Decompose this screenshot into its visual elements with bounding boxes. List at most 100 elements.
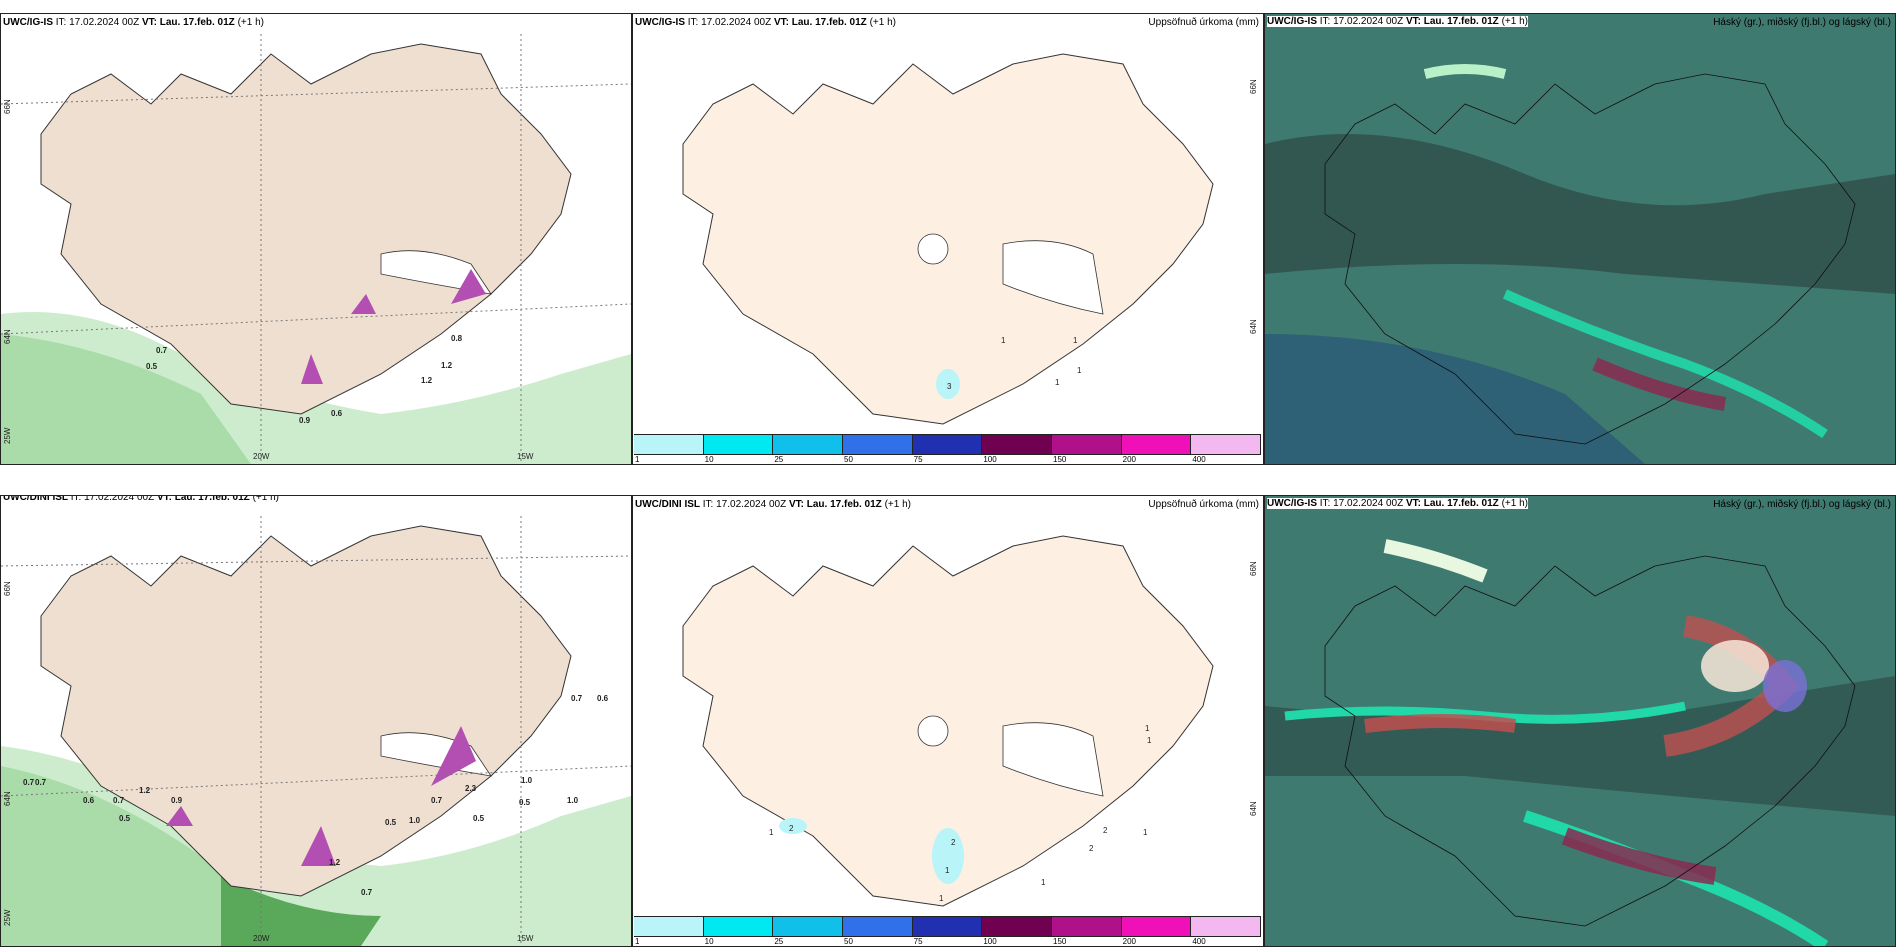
panel-header: UWC/DINI ISL IT: 17.02.2024 00Z VT: Lau.… bbox=[635, 499, 911, 510]
colorbar-ticks: 1 10 25 50 75 100 150 200 400 bbox=[633, 455, 1263, 464]
value-label: 0.6 bbox=[331, 409, 343, 418]
wind-panel-top: UWC/IG-IS IT: 17.02.2024 00Z VT: Lau. 17… bbox=[0, 13, 632, 465]
colorbar-tick-label: 10 bbox=[704, 937, 714, 946]
value-label: 1.0 bbox=[567, 796, 579, 805]
colorbar-tick-label: 25 bbox=[774, 455, 784, 464]
colorbar-tick-label: 75 bbox=[913, 937, 923, 946]
value-label: 1 bbox=[939, 894, 944, 903]
value-label: 0.7 bbox=[431, 796, 443, 805]
value-label: 1 bbox=[1073, 336, 1078, 345]
precip-panel-top: UWC/IG-IS IT: 17.02.2024 00Z VT: Lau. 17… bbox=[632, 13, 1264, 465]
value-label: 0.8 bbox=[451, 334, 463, 343]
value-label: 1 bbox=[1147, 736, 1152, 745]
value-label: 0.7 bbox=[23, 778, 35, 787]
value-label: 1 bbox=[1001, 336, 1006, 345]
colorbar-swatch bbox=[703, 917, 774, 936]
colorbar-swatch bbox=[982, 435, 1052, 454]
value-label: 2.3 bbox=[465, 784, 477, 793]
precip-map-top bbox=[682, 53, 1214, 425]
colorbar-swatch bbox=[842, 435, 913, 454]
colorbar-swatch bbox=[1191, 435, 1261, 454]
lat-label: 66N bbox=[1249, 561, 1258, 576]
value-label: 0.7 bbox=[113, 796, 125, 805]
colorbar-tick-label: 50 bbox=[844, 455, 853, 464]
panel-header: UWC/IG-IS IT: 17.02.2024 00Z VT: Lau. 17… bbox=[1267, 498, 1528, 509]
colorbar-tick-label: 25 bbox=[774, 937, 784, 946]
colorbar-tick-label: 400 bbox=[1192, 937, 1206, 946]
value-label: 1 bbox=[1077, 366, 1082, 375]
cloud-panel-top: UWC/IG-IS IT: 17.02.2024 00Z VT: Lau. 17… bbox=[1264, 13, 1896, 465]
colorbar-tick-label: 100 bbox=[983, 937, 997, 946]
precip-colorbar bbox=[634, 434, 1261, 455]
colorbar-tick-label: 75 bbox=[913, 455, 923, 464]
lon-label: 20W bbox=[253, 452, 270, 461]
cloud-map-top bbox=[1265, 34, 1895, 464]
lon-label: 20W bbox=[253, 934, 270, 943]
value-label: 1.2 bbox=[329, 858, 341, 867]
colorbar-swatch bbox=[1051, 917, 1122, 936]
lon-label: 15W bbox=[517, 934, 534, 943]
value-label: 0.6 bbox=[597, 694, 609, 703]
value-label: 1.2 bbox=[139, 786, 151, 795]
precip-colorbar bbox=[634, 916, 1261, 937]
panel-header: UWC/IG-IS IT: 17.02.2024 00Z VT: Lau. 17… bbox=[635, 17, 896, 28]
value-label: 0.6 bbox=[83, 796, 95, 805]
colorbar-swatch bbox=[1121, 917, 1192, 936]
colorbar-swatch bbox=[982, 917, 1052, 936]
value-label: 1 bbox=[1143, 828, 1148, 837]
value-label: 0.5 bbox=[119, 814, 131, 823]
cloud-legend-title: Háský (gr.), miðský (fj.bl.) og lágský (… bbox=[1713, 17, 1891, 28]
panel-header: UWC/IG-IS IT: 17.02.2024 00Z VT: Lau. 17… bbox=[1267, 16, 1528, 27]
colorbar-swatch bbox=[1191, 917, 1261, 936]
panel-header: UWC/IG-IS IT: 17.02.2024 00Z VT: Lau. 17… bbox=[3, 17, 264, 28]
colorbar-swatch bbox=[1121, 435, 1192, 454]
value-label: 0.7 bbox=[571, 694, 583, 703]
value-label: 0.7 bbox=[35, 778, 47, 787]
colorbar-tick-label: 150 bbox=[1053, 455, 1067, 464]
value-label: 0.9 bbox=[299, 416, 311, 425]
value-label: 1 bbox=[1145, 724, 1150, 733]
colorbar-swatch bbox=[773, 917, 843, 936]
colorbar-tick-label: 50 bbox=[844, 937, 853, 946]
precip-legend-title: Uppsöfnuð úrkoma (mm) bbox=[1148, 17, 1259, 28]
value-label: 2 bbox=[1103, 826, 1108, 835]
value-label: 2 bbox=[789, 824, 794, 833]
colorbar-swatch bbox=[912, 435, 983, 454]
colorbar-tick-label: 200 bbox=[1122, 937, 1137, 946]
value-label: 1.0 bbox=[521, 776, 533, 785]
lat-label: 64N bbox=[3, 329, 12, 344]
value-label: 0.5 bbox=[385, 818, 397, 827]
value-label: 3 bbox=[947, 382, 952, 391]
value-label: 0.9 bbox=[171, 796, 183, 805]
colorbar-swatch bbox=[1051, 435, 1122, 454]
colorbar-swatch bbox=[634, 435, 704, 454]
colorbar-swatch bbox=[703, 435, 774, 454]
value-label: 1 bbox=[1041, 878, 1046, 887]
value-label: 1 bbox=[769, 828, 774, 837]
precip-legend-title: Uppsöfnuð úrkoma (mm) bbox=[1148, 499, 1259, 510]
lon-label: 15W bbox=[517, 452, 534, 461]
lat-label: 66N bbox=[3, 99, 12, 114]
colorbar-swatch bbox=[634, 917, 704, 936]
lat-label: 64N bbox=[1249, 319, 1258, 334]
colorbar-swatch bbox=[773, 435, 843, 454]
value-label: 1.2 bbox=[421, 376, 433, 385]
wind-panel-bottom: UWC/DINI ISL IT: 17.02.2024 00Z VT: Lau.… bbox=[0, 495, 632, 947]
colorbar-tick-label: 1 bbox=[635, 937, 640, 946]
precip-map-bottom bbox=[682, 535, 1214, 907]
lat-label: 64N bbox=[1249, 801, 1258, 816]
colorbar-swatch bbox=[842, 917, 913, 936]
cloud-legend-title: Háský (gr.), miðský (fj.bl.) og lágský (… bbox=[1713, 499, 1891, 510]
value-label: 0.5 bbox=[146, 362, 158, 371]
value-label: 1.0 bbox=[409, 816, 421, 825]
cloud-panel-bottom: UWC/IG-IS IT: 17.02.2024 00Z VT: Lau. 17… bbox=[1264, 495, 1896, 947]
colorbar-tick-label: 150 bbox=[1053, 937, 1067, 946]
value-label: 1 bbox=[1055, 378, 1060, 387]
value-label: 0.5 bbox=[473, 814, 485, 823]
colorbar-tick-label: 1 bbox=[635, 455, 640, 464]
cloud-map-bottom bbox=[1265, 516, 1895, 946]
wind-map-top bbox=[1, 34, 631, 464]
value-label: 0.7 bbox=[156, 346, 168, 355]
value-label: 1.2 bbox=[441, 361, 453, 370]
value-label: 1 bbox=[945, 866, 950, 875]
